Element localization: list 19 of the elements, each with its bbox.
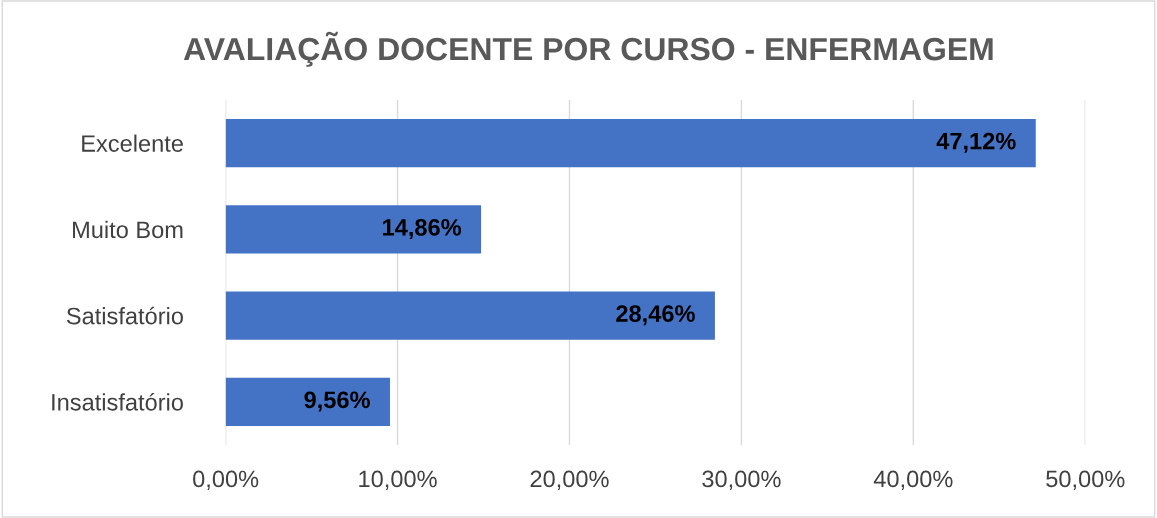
data-label: 9,56% [304,391,370,412]
y-tick-label: Insatisfatório [52,393,183,411]
x-tick-label: 0,00% [193,470,259,491]
data-label: 14,86% [383,218,462,240]
bar [225,291,715,340]
y-tick-label: Excelente [82,134,183,152]
bar [225,205,482,254]
x-tick-label: 40,00% [873,470,953,491]
bar [225,118,1036,168]
data-label: 28,46% [616,305,695,326]
x-tick-label: 20,00% [530,470,609,491]
chart-title: AVALIAÇÃO DOCENTE POR CURSO - ENFERMAGEM [183,31,993,67]
y-tick-label: Satisfatório [66,306,183,325]
x-tick-label: 50,00% [1046,470,1125,491]
x-tick-label: 30,00% [702,470,781,491]
x-tick-label: 10,00% [359,470,437,491]
bar [225,377,390,426]
y-tick-label: Muito Bom [73,220,183,239]
data-label: 47,12% [936,132,1016,153]
